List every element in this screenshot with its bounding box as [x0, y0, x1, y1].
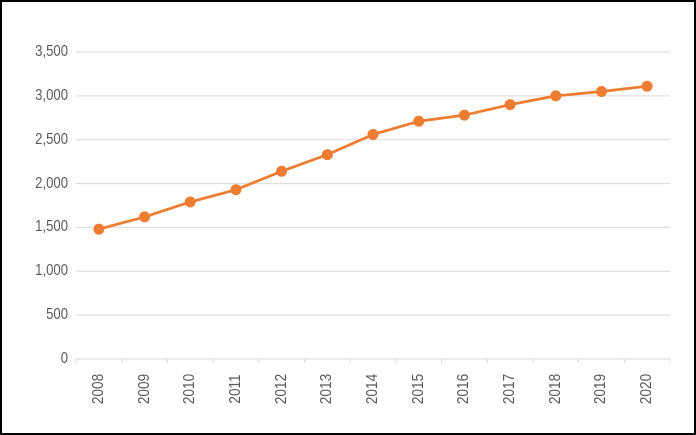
y-axis-tick-label: 500 — [46, 306, 68, 324]
data-point-2020 — [641, 80, 653, 92]
data-point-2016 — [458, 109, 470, 121]
data-point-2010 — [184, 196, 196, 208]
data-point-2017 — [504, 99, 516, 111]
data-point-2012 — [276, 165, 288, 177]
data-point-2015 — [413, 115, 425, 127]
x-axis-tick-label: 2016 — [455, 373, 473, 405]
x-axis-tick-label: 2008 — [89, 373, 107, 405]
x-axis-tick-label: 2010 — [181, 373, 199, 405]
y-axis-tick-label: 2,500 — [35, 130, 68, 148]
series-line — [97, 84, 649, 231]
x-axis-tick-label: 2018 — [546, 373, 564, 405]
y-axis-tick-label: 1,000 — [35, 262, 68, 280]
y-axis-tick-label: 3,500 — [35, 43, 68, 60]
data-point-2011 — [230, 184, 242, 196]
y-axis-tick-label: 0 — [60, 350, 68, 367]
y-axis-tick-label: 3,000 — [35, 86, 68, 104]
data-point-2014 — [367, 128, 379, 140]
x-axis-tick-label: 2015 — [409, 373, 427, 405]
x-axis-tick-label: 2020 — [638, 373, 656, 405]
x-axis-tick-label: 2011 — [226, 374, 244, 404]
x-axis-tick-label: 2014 — [364, 373, 381, 405]
data-point-2018 — [550, 90, 562, 102]
data-point-2019 — [595, 85, 607, 97]
y-axis-tick-label: 1,500 — [35, 218, 68, 236]
data-point-2009 — [139, 211, 151, 223]
x-axis-tick-label: 2017 — [501, 373, 519, 405]
data-point-2013 — [321, 149, 333, 161]
x-axis-tick-label: 2019 — [592, 373, 610, 405]
x-axis-tick-label: 2013 — [318, 373, 336, 405]
x-axis-tick-label: 2009 — [135, 373, 153, 405]
y-axis-tick-label: 2,000 — [35, 174, 68, 192]
x-axis-tick-label: 2012 — [272, 373, 290, 405]
data-point-2008 — [93, 223, 105, 235]
